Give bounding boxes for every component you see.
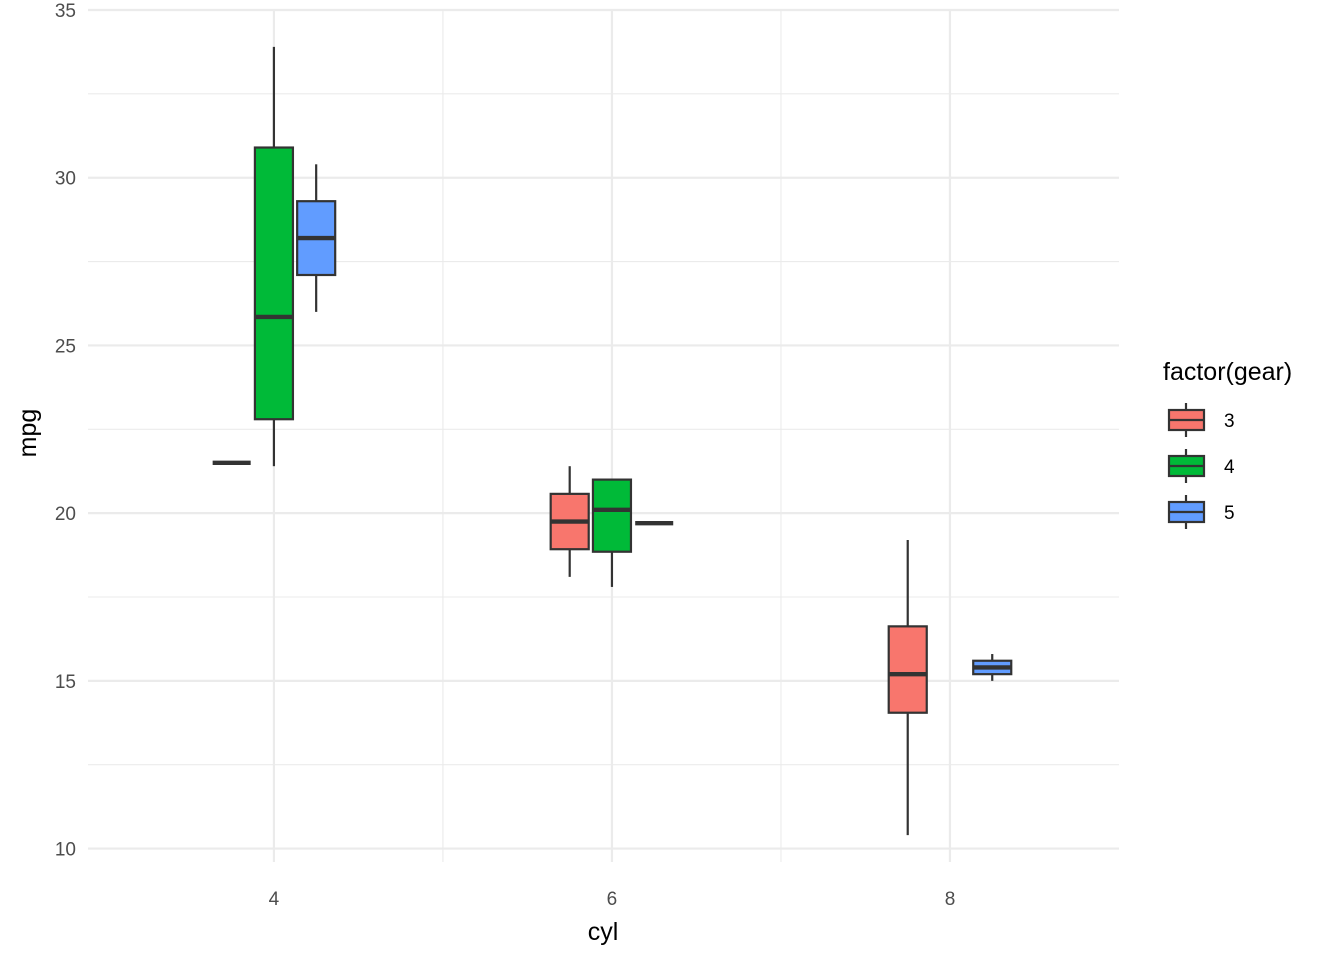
y-tick-label: 25 [55,336,76,357]
box-body [253,146,295,421]
y-tick-label: 35 [55,1,76,22]
legend-label: 3 [1224,411,1235,432]
grid [88,8,1119,862]
x-axis-title: cyl [588,918,619,946]
box-gear-5-cyl-4 [296,164,337,312]
y-axis-title: mpg [14,409,42,458]
box-gear-5-cyl-8 [972,654,1013,681]
x-axis-tick-labels: 4 6 8 [269,889,956,910]
box-gear-4-cyl-4 [253,46,295,467]
boxes [212,46,1013,836]
legend-key-4 [1167,449,1206,483]
box-gear-4-cyl-6 [591,478,633,587]
x-tick-label: 8 [945,889,956,910]
box-body [887,625,928,714]
box-gear-3-cyl-8 [887,539,928,836]
legend-key-5 [1167,495,1206,529]
legend-label: 5 [1224,503,1235,524]
legend-label: 4 [1224,457,1235,478]
legend-title: factor(gear) [1163,358,1292,386]
y-tick-label: 20 [55,504,76,525]
legend-key-3 [1167,403,1206,437]
y-tick-label: 15 [55,672,76,693]
y-tick-label: 10 [55,840,76,861]
box-body [591,478,633,553]
box-gear-3-cyl-6 [549,466,590,577]
legend: factor(gear) 3 4 5 [1163,358,1292,529]
y-axis-tick-labels: 10 15 20 25 30 35 [55,1,76,861]
x-tick-label: 6 [607,889,618,910]
y-tick-label: 30 [55,169,76,190]
x-tick-label: 4 [269,889,280,910]
